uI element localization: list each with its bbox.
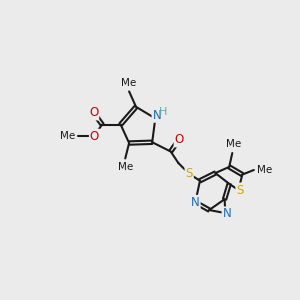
Text: Me: Me: [118, 162, 133, 172]
Text: N: N: [223, 207, 231, 220]
Text: S: S: [185, 167, 193, 180]
Text: N: N: [191, 196, 200, 209]
Text: N: N: [152, 109, 161, 122]
Text: Me: Me: [60, 131, 75, 141]
Text: O: O: [89, 106, 98, 119]
Text: S: S: [236, 184, 244, 196]
Text: O: O: [90, 130, 99, 142]
Text: Me: Me: [226, 139, 242, 149]
Text: H: H: [159, 107, 167, 117]
Text: O: O: [175, 134, 184, 146]
Text: Me: Me: [257, 165, 272, 175]
Text: Me: Me: [122, 78, 137, 88]
